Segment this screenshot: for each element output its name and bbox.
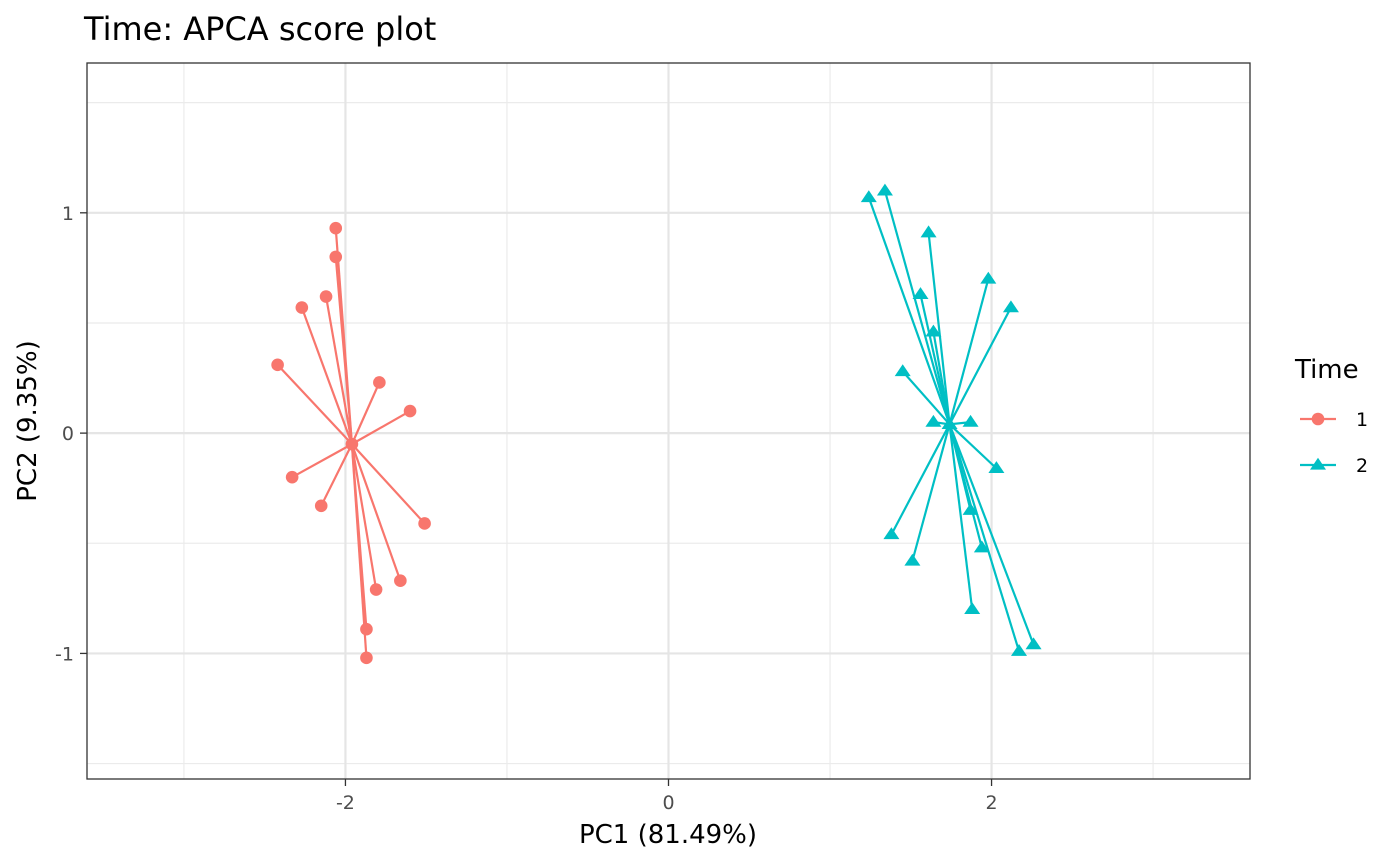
series-1-connector xyxy=(334,256,354,445)
series-1-point xyxy=(329,221,343,235)
series-2-point xyxy=(904,553,921,566)
series-1-connector xyxy=(276,364,353,445)
series-2-point xyxy=(988,461,1005,474)
x-tick-label: 2 xyxy=(986,792,998,814)
x-axis-ticks: -2 0 2 xyxy=(336,779,998,814)
series-2-point xyxy=(925,414,942,427)
series-2-connector xyxy=(948,423,998,470)
score-points xyxy=(271,183,1042,665)
series-1-point xyxy=(271,358,284,372)
series-2-point xyxy=(912,287,929,300)
series-2-point xyxy=(964,602,981,615)
series-2-point xyxy=(1025,637,1042,650)
series-2-connector xyxy=(948,307,1012,425)
series-1-connector xyxy=(291,443,353,479)
series-1-point xyxy=(285,470,299,484)
chart-title: Time: APCA score plot xyxy=(83,10,436,48)
y-axis-title: PC2 (9.35%) xyxy=(13,340,43,502)
series-2-point xyxy=(925,324,942,337)
series-2-connector xyxy=(948,423,1021,652)
major-gridlines xyxy=(87,63,1250,779)
centroid-connectors xyxy=(276,190,1035,658)
legend-items: 12 xyxy=(1300,409,1368,477)
legend-key-marker-2 xyxy=(1310,457,1326,470)
series-2-connector xyxy=(948,278,990,425)
series-2-point xyxy=(973,540,990,553)
series-2-connector xyxy=(948,424,974,610)
series-1-point xyxy=(329,250,343,264)
x-axis-title: PC1 (81.49%) xyxy=(579,820,757,850)
series-1-connector xyxy=(350,443,402,582)
series-2-point xyxy=(894,364,911,377)
y-tick-label: -1 xyxy=(55,643,74,665)
series-2-connector xyxy=(927,232,951,425)
legend: Time 12 xyxy=(1294,355,1368,477)
series-2-point xyxy=(980,271,997,284)
legend-item-2: 2 xyxy=(1300,455,1368,477)
series-2-connector xyxy=(948,423,1035,646)
series-2-point xyxy=(1002,300,1019,313)
series-2-point xyxy=(962,503,979,515)
series-1-connector xyxy=(324,296,353,445)
series-1-point xyxy=(403,404,417,418)
series-1-connector xyxy=(300,307,353,445)
series-1-connector xyxy=(350,444,368,658)
series-2-centroid xyxy=(941,417,958,429)
series-1-point xyxy=(369,583,383,596)
series-1-connector xyxy=(350,443,378,590)
series-2-point xyxy=(876,183,893,196)
series-2-connector xyxy=(901,370,951,426)
series-2-point xyxy=(860,190,877,203)
series-1-point xyxy=(373,376,386,389)
series-1-point xyxy=(360,622,373,636)
series-2-point xyxy=(1011,644,1028,656)
y-tick-label: 1 xyxy=(62,203,74,225)
series-1-point xyxy=(360,651,373,665)
legend-title: Time xyxy=(1294,355,1359,385)
series-2-point xyxy=(920,225,937,238)
legend-item-1: 1 xyxy=(1300,409,1368,431)
series-1-connector xyxy=(351,410,411,446)
y-tick-label: 0 xyxy=(62,423,74,445)
series-2-connector xyxy=(883,190,951,425)
series-1-connector xyxy=(320,443,353,507)
series-2-point xyxy=(883,527,900,540)
series-1-point xyxy=(319,290,333,303)
series-1-point xyxy=(394,574,407,588)
legend-label-1: 1 xyxy=(1356,409,1368,431)
series-2-point xyxy=(962,414,979,427)
series-1-centroid xyxy=(345,437,359,451)
x-tick-label: 0 xyxy=(662,792,674,814)
series-1-point xyxy=(418,517,431,530)
series-1-connector xyxy=(350,381,381,445)
series-1-connector xyxy=(351,443,426,525)
series-2-connector xyxy=(932,331,951,425)
series-1-point xyxy=(314,499,328,513)
series-2-connector xyxy=(867,197,951,425)
series-1-point xyxy=(295,301,309,314)
y-axis-ticks: -1 0 1 xyxy=(55,203,87,665)
legend-key-marker-1 xyxy=(1311,412,1325,426)
series-2-connector xyxy=(911,424,951,562)
legend-label-2: 2 xyxy=(1356,455,1368,477)
x-tick-label: -2 xyxy=(336,792,355,814)
series-2-connector xyxy=(890,423,951,535)
